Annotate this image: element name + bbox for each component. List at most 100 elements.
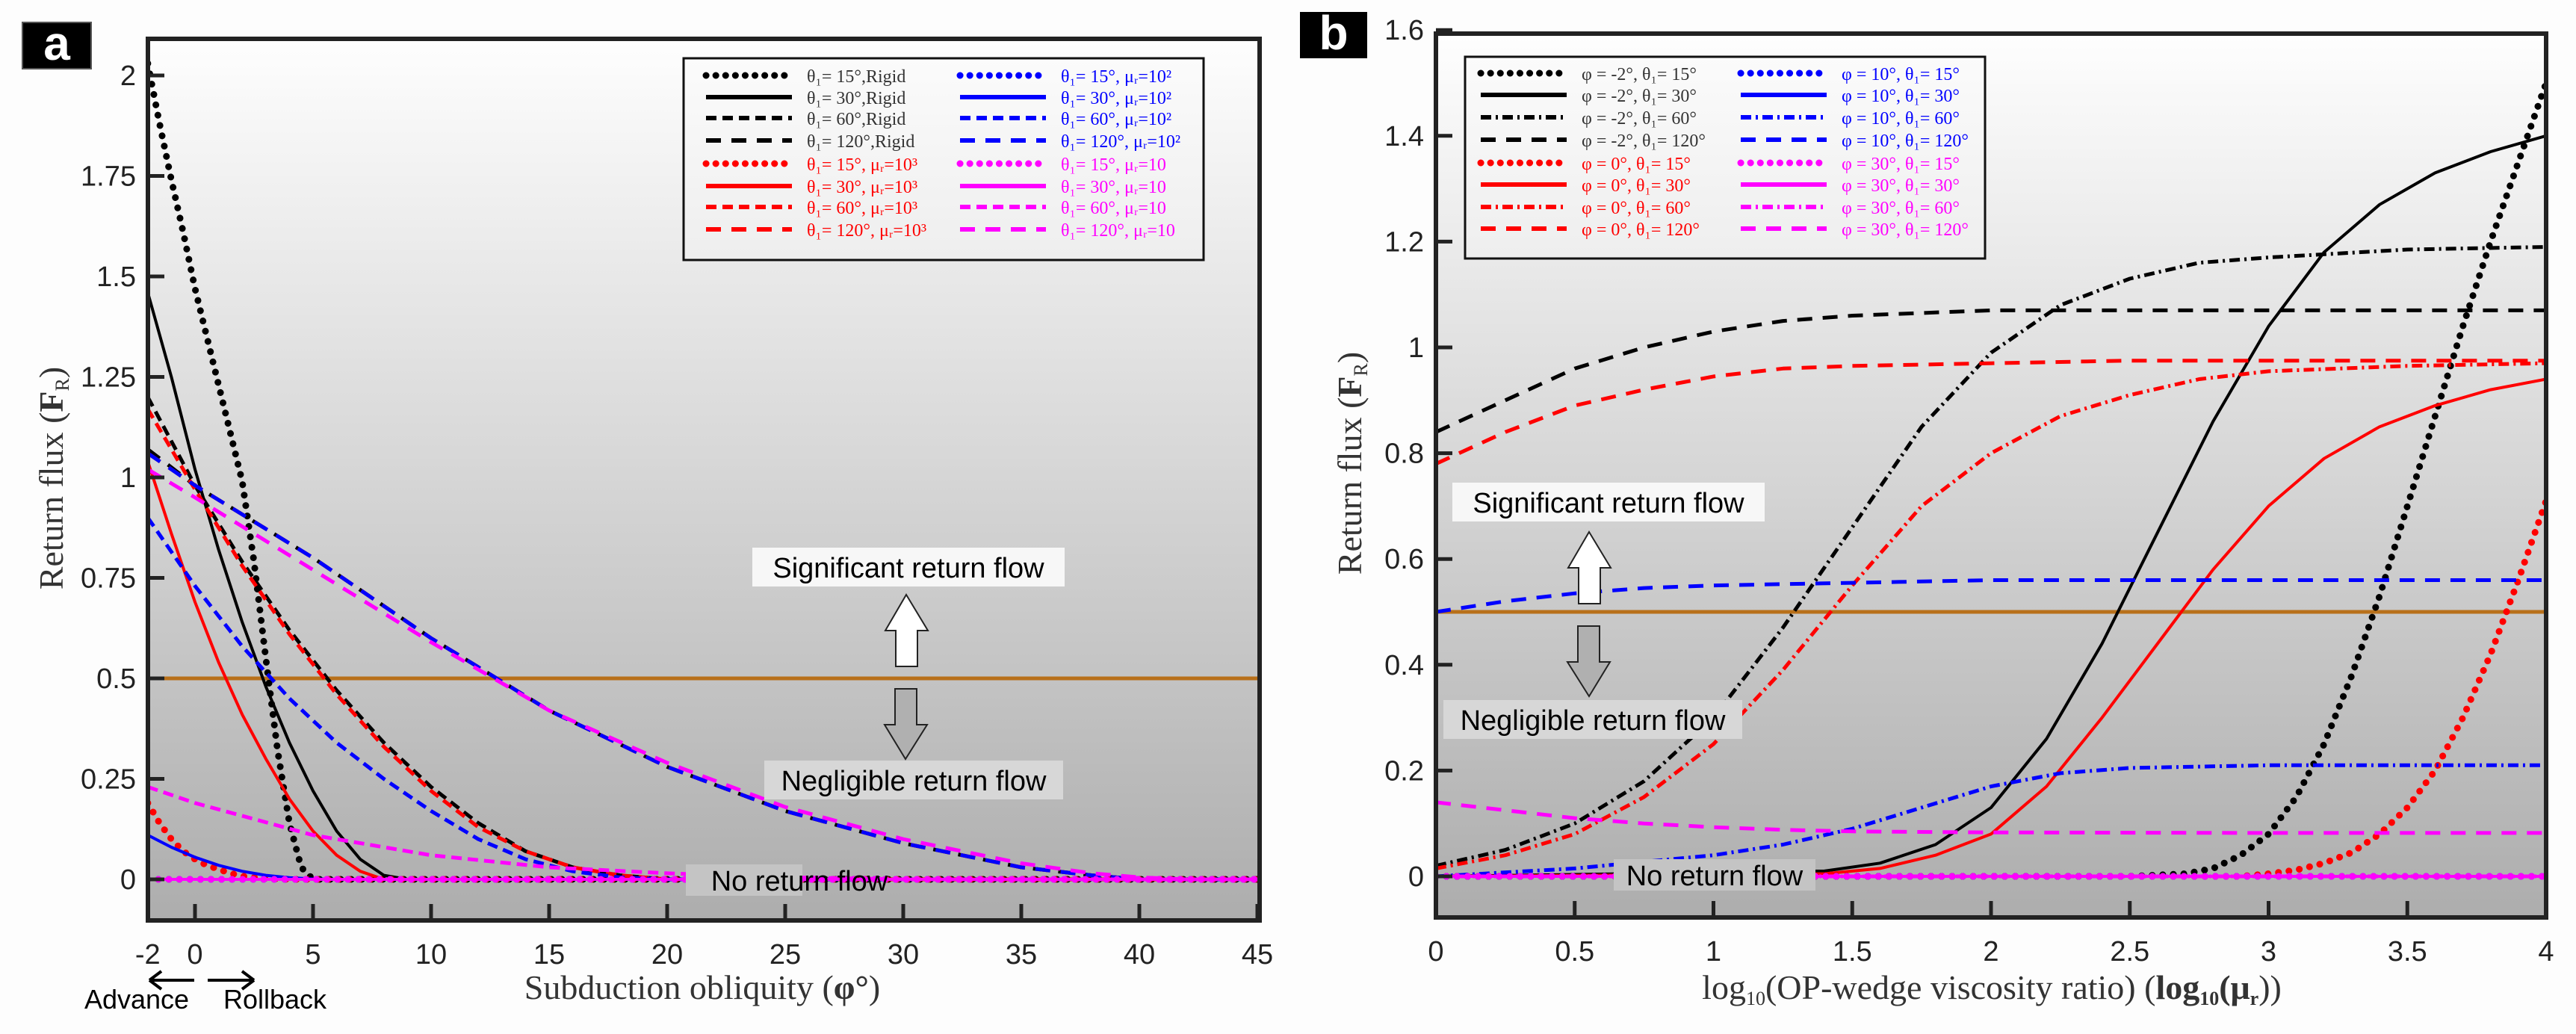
series-phi10-theta120 <box>1436 578 2546 614</box>
panel-a-legend-box <box>682 57 1205 261</box>
series-theta60-rigid <box>148 396 1257 882</box>
annotation-none-text: No return flow <box>711 866 888 897</box>
legend-item: θ₁= 30°, μᵣ=10³ <box>706 178 917 197</box>
series-theta60-mu1e3 <box>148 408 1257 882</box>
legend-label: φ = 30°, θ₁= 15° <box>1842 155 1960 174</box>
series-phi-2-theta120 <box>1436 308 2546 434</box>
y-tick-label: 1.5 <box>96 261 136 293</box>
x-tick-label: 3.5 <box>2388 936 2427 968</box>
legend-item: θ₁= 120°,Rigid <box>706 132 914 152</box>
y-tick-label: 0.6 <box>1384 544 1424 575</box>
panel-a-x-axis-title: Subduction obliquity (φ°) <box>524 968 880 1006</box>
y-tick-label: 0.2 <box>1384 755 1424 787</box>
legend-label: θ₁= 120°, μᵣ=10 <box>1061 221 1175 241</box>
x-tick-label: 1 <box>1706 936 1721 968</box>
legend-label: θ₁= 120°, μᵣ=10² <box>1061 132 1180 152</box>
legend-label: φ = 0°, θ₁= 15° <box>1582 155 1691 174</box>
series-phi0-theta30 <box>1436 377 2546 878</box>
y-tick-label: 1 <box>120 462 136 494</box>
legend-item: θ₁= 15°, μᵣ=10 <box>956 155 1166 175</box>
panel-b-x-axis-title: log10(OP-wedge viscosity ratio) (log10(μ… <box>1702 968 2282 1009</box>
panel-b-y-axis-title: Return flux (FR) <box>1331 352 1372 575</box>
advance-label: Advance <box>84 984 189 1015</box>
panel-a-annotation-none: No return flow <box>686 864 888 897</box>
y-tick-label: 0.5 <box>96 663 136 695</box>
y-tick-label: 1.75 <box>81 161 136 193</box>
x-tick-label: 0 <box>1428 936 1443 968</box>
panel-b-legend-box <box>1464 55 1987 260</box>
legend-item: θ₁= 60°, μᵣ=10³ <box>706 199 917 218</box>
legend-label: θ₁= 30°, μᵣ=10³ <box>807 178 917 197</box>
panel-a-axes-frame <box>146 37 1262 923</box>
series-phi-2-theta30 <box>1436 134 2546 878</box>
legend-item: φ = 0°, θ₁= 60° <box>1481 199 1691 218</box>
legend-label: φ = 0°, θ₁= 30° <box>1582 176 1691 196</box>
legend-item: φ = -2°, θ₁= 120° <box>1481 131 1706 151</box>
panel-b-legend: φ = -2°, θ₁= 15° φ = -2°, θ₁= 30° φ = -2°,… <box>1464 55 1987 260</box>
panel-b-label: b <box>1319 6 1348 60</box>
legend-label: θ₁= 15°, μᵣ=10² <box>1061 67 1171 87</box>
series-phi0-theta120 <box>1436 359 2546 466</box>
x-tick-label: 2 <box>1983 936 1998 968</box>
legend-label: φ = 0°, θ₁= 120° <box>1582 220 1700 240</box>
down-arrow-icon <box>1566 625 1611 698</box>
x-tick-label: 10 <box>415 939 447 970</box>
legend-label: θ₁= 15°, μᵣ=10 <box>1061 155 1166 175</box>
x-tick-label: 45 <box>1242 939 1273 970</box>
legend-item: φ = 30°, θ₁= 15° <box>1737 155 1960 174</box>
y-tick-label: 0.4 <box>1384 650 1424 681</box>
x-tick-label: -2 <box>135 939 161 970</box>
legend-label: φ = 30°, θ₁= 60° <box>1842 199 1960 218</box>
x-tick-label: 35 <box>1006 939 1037 970</box>
legend-label: φ = 10°, θ₁= 120° <box>1842 131 1969 151</box>
legend-item: φ = -2°, θ₁= 15° <box>1477 65 1697 84</box>
legend-item: θ₁= 30°, μᵣ=10 <box>960 178 1166 197</box>
legend-item: θ₁= 15°, μᵣ=10² <box>956 67 1171 87</box>
legend-item: φ = 10°, θ₁= 60° <box>1741 109 1960 129</box>
legend-item: φ = -2°, θ₁= 60° <box>1481 109 1697 129</box>
series-theta60-mu10 <box>148 784 1257 882</box>
panel-a-y-axis-title: Return flux (FR) <box>32 367 73 589</box>
panel-a-annotation-negligible: Negligible return flow <box>764 761 1063 799</box>
legend-label: θ₁= 60°, μᵣ=10³ <box>807 199 917 218</box>
legend-label: θ₁= 30°, μᵣ=10² <box>1061 89 1171 108</box>
legend-label: φ = 10°, θ₁= 15° <box>1842 65 1960 84</box>
annotation-negligible-text: Negligible return flow <box>781 766 1047 797</box>
panel-a-legend: θ₁= 15°,Rigid θ₁= 30°,Rigid θ₁= 60°,Rigid θ… <box>682 57 1205 261</box>
legend-item: φ = 0°, θ₁= 15° <box>1477 155 1691 174</box>
x-tick-label: 0.5 <box>1555 936 1594 968</box>
series-phi30-theta120 <box>1436 800 2546 835</box>
legend-item: θ₁= 15°,Rigid <box>702 67 905 87</box>
annotation-significant-text: Significant return flow <box>773 553 1044 584</box>
y-tick-label: 1 <box>1408 332 1424 364</box>
y-tick-label: 0.25 <box>81 764 136 796</box>
legend-item: φ = 10°, θ₁= 30° <box>1741 87 1960 106</box>
annotation-none-text: No return flow <box>1626 861 1803 892</box>
x-tick-label: 20 <box>651 939 683 970</box>
legend-item: θ₁= 120°, μᵣ=10³ <box>706 221 926 241</box>
legend-label: φ = 10°, θ₁= 60° <box>1842 109 1960 129</box>
down-arrow-icon <box>883 688 929 761</box>
legend-label: φ = 10°, θ₁= 30° <box>1842 87 1960 106</box>
series-phi10-theta60 <box>1436 763 2546 879</box>
y-tick-label: 1.2 <box>1384 226 1424 258</box>
x-tick-label: 3 <box>2261 936 2276 968</box>
advance-arrow-icon <box>148 970 194 991</box>
legend-label: θ₁= 60°,Rigid <box>807 110 905 129</box>
legend-item: φ = 10°, θ₁= 15° <box>1737 65 1960 84</box>
panel-b-axes-frame <box>1434 31 2548 920</box>
y-tick-label: 0 <box>1408 861 1424 893</box>
series-phi-2-theta15 <box>1436 79 2546 880</box>
up-arrow-icon <box>884 593 929 667</box>
legend-item: θ₁= 120°, μᵣ=10 <box>960 221 1175 241</box>
legend-label: θ₁= 60°, μᵣ=10 <box>1061 199 1166 218</box>
legend-label: φ = 30°, θ₁= 120° <box>1842 220 1969 240</box>
legend-label: φ = -2°, θ₁= 15° <box>1582 65 1697 84</box>
x-tick-label: 2.5 <box>2110 936 2149 968</box>
panel-b: 0 0.5 1 1.5 2 2.5 3 3.5 4 0 0.2 0.4 0.6 0.8 1 1.2 1.4 1.6… <box>1300 6 2554 1009</box>
legend-label: φ = -2°, θ₁= 60° <box>1582 109 1697 129</box>
y-tick-label: 1.25 <box>81 362 136 394</box>
y-tick-label: 2 <box>120 61 136 92</box>
legend-item: φ = 10°, θ₁= 120° <box>1741 131 1969 151</box>
